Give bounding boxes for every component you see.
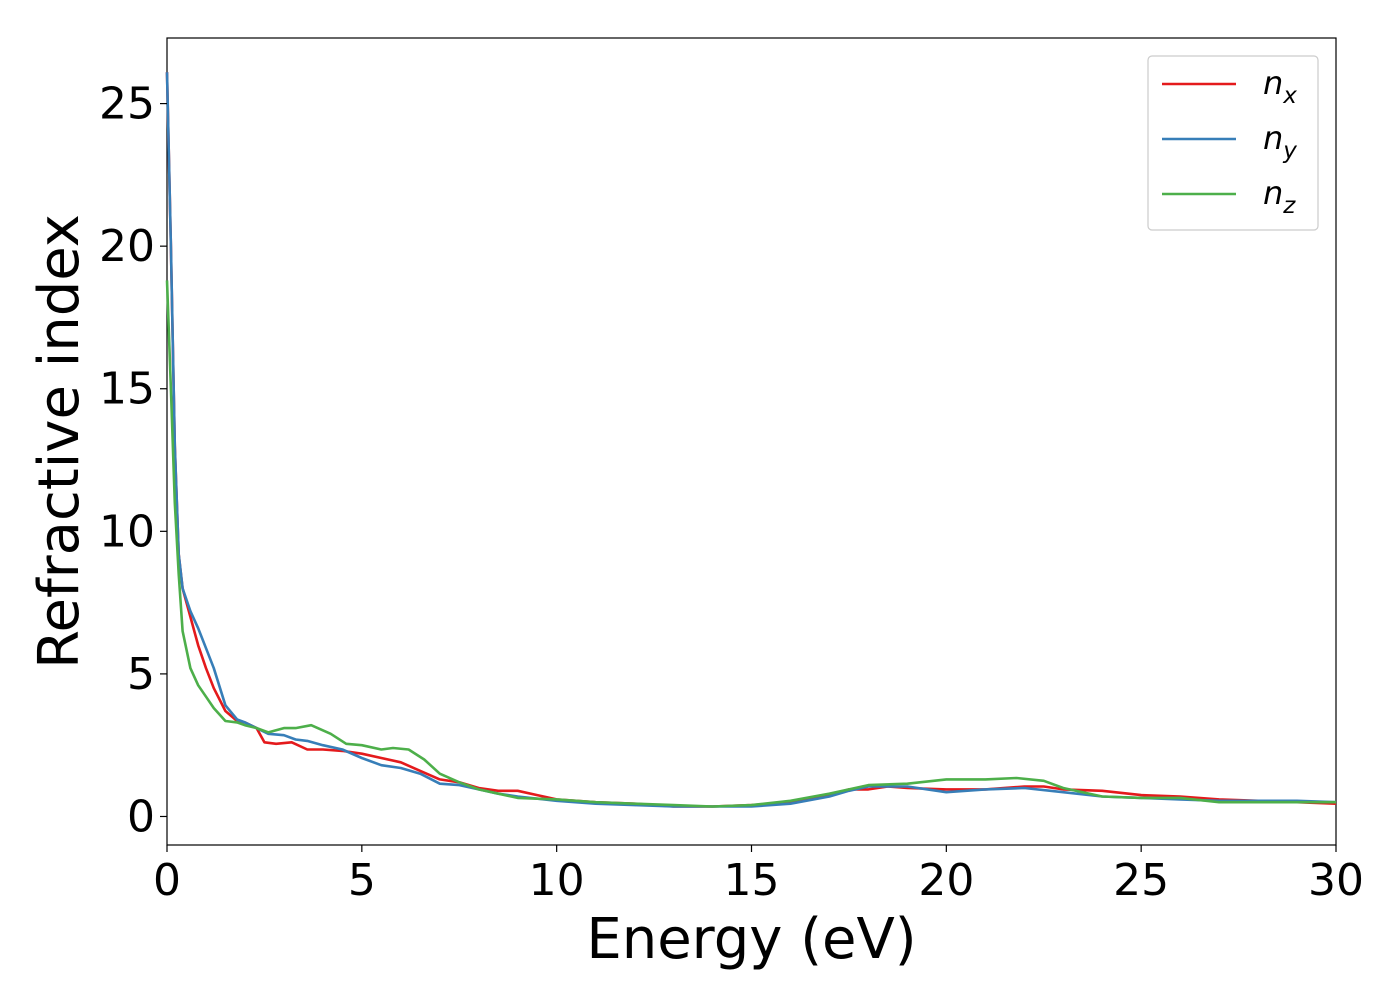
y-tick-label: 15 — [99, 364, 155, 415]
x-tick-label: 15 — [724, 855, 780, 906]
plot-area: 0 5 10 15 20 25 30 0 5 10 15 20 25 — [99, 37, 1364, 906]
x-axis-label: Energy (eV) — [586, 907, 916, 972]
x-tick-label: 0 — [153, 855, 181, 906]
x-tick-label: 5 — [348, 855, 376, 906]
x-axis-ticks: 0 5 10 15 20 25 30 — [153, 845, 1364, 906]
series-line-y — [165, 72, 1337, 808]
legend-box — [1147, 55, 1319, 231]
y-tick-label: 5 — [127, 649, 155, 700]
x-tick-label: 20 — [918, 855, 974, 906]
y-tick-label: 10 — [99, 506, 155, 557]
series-layer — [165, 72, 1337, 808]
legend-label-x: nx — [1263, 64, 1297, 109]
y-axis-ticks: 0 5 10 15 20 25 — [99, 79, 167, 842]
y-axis-label: Refractive index — [27, 214, 92, 669]
x-tick-label: 30 — [1308, 855, 1364, 906]
x-tick-label: 10 — [529, 855, 585, 906]
x-tick-label: 25 — [1113, 855, 1169, 906]
y-tick-label: 0 — [127, 791, 155, 842]
y-tick-label: 25 — [99, 79, 155, 130]
y-tick-label: 20 — [99, 221, 155, 272]
series-line-x — [165, 72, 1337, 808]
series-line-z — [165, 280, 1336, 808]
